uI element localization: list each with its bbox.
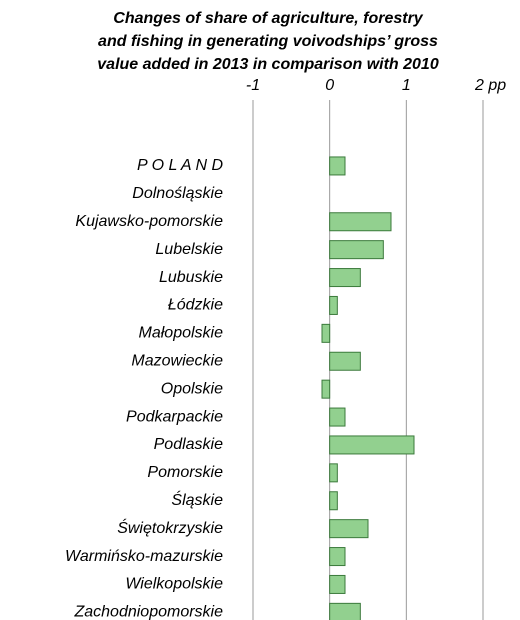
bar xyxy=(329,519,369,539)
bar xyxy=(329,602,361,620)
bar xyxy=(329,156,346,176)
x-tick-label: 1 xyxy=(402,77,411,94)
bar xyxy=(329,574,346,594)
bar xyxy=(329,491,338,511)
y-tick-label: Małopolskie xyxy=(139,325,224,342)
bar xyxy=(329,295,338,315)
bar xyxy=(329,435,415,455)
chart-title: and fishing in generating voivodships’ g… xyxy=(98,33,438,50)
chart-title: value added in 2013 in comparison with 2… xyxy=(97,56,439,73)
y-tick-label: Wielkopolskie xyxy=(125,576,223,593)
bar xyxy=(329,268,361,288)
bar xyxy=(329,240,384,260)
y-tick-label: Zachodniopomorskie xyxy=(73,604,223,620)
y-tick-label: Kujawsko-pomorskie xyxy=(75,213,223,230)
y-tick-label: Opolskie xyxy=(161,380,223,397)
bar xyxy=(321,323,331,343)
y-tick-label: Warmińsko-mazurskie xyxy=(65,548,223,565)
y-tick-label: Świętokrzyskie xyxy=(117,518,223,537)
x-tick-label: 2 pp xyxy=(474,77,506,94)
bar xyxy=(329,212,392,232)
y-tick-label: Mazowieckie xyxy=(131,352,223,369)
bar xyxy=(329,547,346,567)
bar xyxy=(329,463,338,483)
y-tick-label: Lubelskie xyxy=(155,241,223,258)
y-tick-label: Podlaskie xyxy=(154,436,223,453)
bar xyxy=(329,351,361,371)
x-tick-label: -1 xyxy=(246,77,260,94)
y-tick-label: Śląskie xyxy=(171,490,223,509)
y-tick-label: P O L A N D xyxy=(137,157,223,174)
y-tick-label: Pomorskie xyxy=(147,464,223,481)
y-tick-label: Łódzkie xyxy=(168,297,223,314)
y-tick-label: Podkarpackie xyxy=(126,408,223,425)
bar xyxy=(329,407,346,427)
y-tick-label: Dolnośląskie xyxy=(132,185,223,202)
x-tick-label: 0 xyxy=(325,77,334,94)
chart-title: Changes of share of agriculture, forestr… xyxy=(113,10,424,27)
bar xyxy=(321,379,331,399)
y-tick-label: Lubuskie xyxy=(159,269,223,286)
